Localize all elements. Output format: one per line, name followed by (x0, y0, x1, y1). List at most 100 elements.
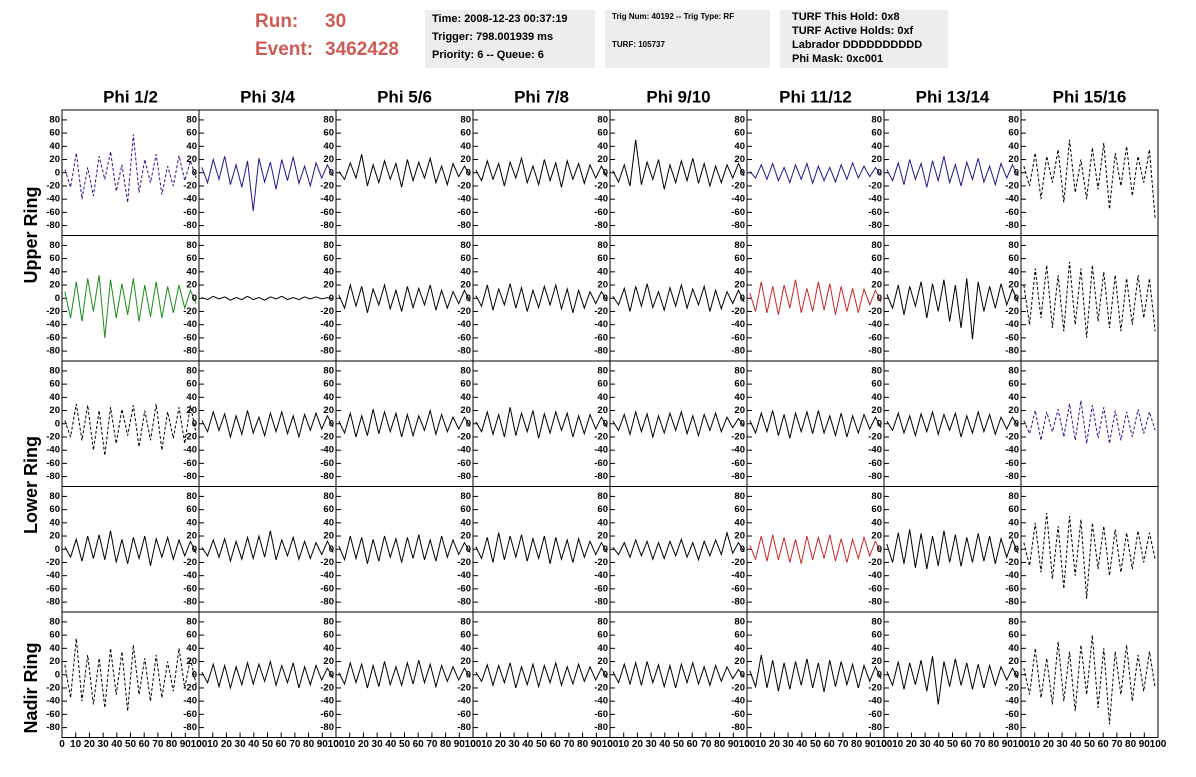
y-tick-label: -40 (731, 194, 745, 205)
info-box (605, 10, 770, 68)
y-tick-label: 40 (1008, 392, 1019, 403)
y-tick-label: -40 (46, 194, 60, 205)
y-tick-label: 40 (186, 643, 197, 654)
y-tick-label: -80 (46, 471, 60, 482)
x-tick-label: 50 (673, 739, 685, 750)
y-tick-label: 0 (877, 418, 882, 429)
y-tick-label: -80 (1005, 220, 1019, 231)
y-tick-label: 0 (192, 167, 197, 178)
y-tick-label: 0 (1014, 167, 1019, 178)
y-tick-label: -80 (868, 471, 882, 482)
y-tick-label: -20 (457, 682, 471, 693)
y-tick-label: 80 (871, 365, 882, 376)
y-tick-label: -40 (594, 194, 608, 205)
y-tick-label: 40 (323, 141, 334, 152)
y-tick-label: 20 (871, 154, 882, 165)
y-tick-label: 80 (734, 491, 745, 502)
y-tick-label: -80 (46, 597, 60, 608)
y-tick-label: 80 (49, 491, 60, 502)
y-tick-label: -40 (868, 445, 882, 456)
y-tick-label: 0 (329, 167, 334, 178)
y-tick-label: 80 (1008, 616, 1019, 627)
y-tick-label: -60 (594, 583, 608, 594)
y-tick-label: -80 (868, 597, 882, 608)
column-label: Phi 13/14 (916, 87, 990, 106)
y-tick-label: 20 (734, 280, 745, 291)
y-tick-label: 0 (466, 167, 471, 178)
y-tick-label: 20 (597, 154, 608, 165)
x-tick-label: 30 (646, 739, 658, 750)
y-tick-label: -40 (183, 445, 197, 456)
x-tick-label: 40 (796, 739, 808, 750)
y-tick-label: -20 (731, 180, 745, 191)
x-tick-label: 30 (920, 739, 932, 750)
waveform (338, 660, 471, 689)
y-tick-label: 80 (323, 114, 334, 125)
y-tick-label: -40 (457, 194, 471, 205)
y-tick-label: 80 (323, 365, 334, 376)
x-tick-label: 100 (739, 739, 756, 750)
y-tick-label: -20 (46, 180, 60, 191)
y-tick-label: 80 (597, 240, 608, 251)
info-line: TURF: 105737 (612, 40, 665, 49)
y-tick-label: 0 (1014, 669, 1019, 680)
y-tick-label: -40 (46, 696, 60, 707)
y-tick-label: 60 (871, 630, 882, 641)
y-tick-label: 0 (192, 544, 197, 555)
y-tick-label: -80 (594, 220, 608, 231)
y-tick-label: 20 (186, 405, 197, 416)
y-tick-label: -60 (46, 207, 60, 218)
y-tick-label: 80 (49, 240, 60, 251)
waveform (201, 295, 334, 301)
x-tick-label: 50 (536, 739, 548, 750)
x-tick-label: 70 (1111, 739, 1123, 750)
y-tick-label: -40 (46, 570, 60, 581)
panel-frame (198, 611, 337, 738)
x-tick-label: 100 (1013, 739, 1030, 750)
y-tick-label: 60 (323, 630, 334, 641)
y-tick-label: 0 (329, 669, 334, 680)
x-tick-label: 0 (744, 739, 750, 750)
x-tick-label: 0 (607, 739, 613, 750)
panel-frame (746, 109, 885, 236)
y-tick-label: 60 (323, 253, 334, 264)
y-tick-label: -40 (183, 319, 197, 330)
x-tick-label: 100 (876, 739, 893, 750)
y-tick-label: 20 (323, 405, 334, 416)
y-tick-label: -60 (1005, 332, 1019, 343)
panel-frame (609, 235, 748, 362)
waveform (475, 407, 608, 439)
waveform (1023, 400, 1156, 444)
y-tick-label: 20 (460, 154, 471, 165)
x-tick-label: 60 (961, 739, 973, 750)
y-tick-label: -20 (320, 306, 334, 317)
x-tick-label: 0 (881, 739, 887, 750)
y-tick-label: 60 (597, 128, 608, 139)
info-box (425, 10, 595, 68)
y-tick-label: -80 (183, 722, 197, 733)
y-tick-label: -80 (46, 346, 60, 357)
y-tick-label: 80 (186, 365, 197, 376)
x-tick-label: 40 (1070, 739, 1082, 750)
y-tick-label: 80 (186, 491, 197, 502)
y-tick-label: -60 (457, 583, 471, 594)
y-tick-label: -60 (183, 458, 197, 469)
x-tick-label: 20 (358, 739, 370, 750)
y-tick-label: -20 (731, 682, 745, 693)
x-tick-label: 80 (714, 739, 726, 750)
y-tick-label: -20 (46, 557, 60, 568)
x-tick-label: 70 (426, 739, 438, 750)
y-tick-label: 20 (1008, 405, 1019, 416)
x-tick-label: 90 (728, 739, 740, 750)
y-tick-label: 0 (192, 669, 197, 680)
y-tick-label: 20 (597, 656, 608, 667)
y-tick-label: -20 (183, 306, 197, 317)
y-tick-label: 40 (734, 643, 745, 654)
y-tick-label: 0 (55, 669, 60, 680)
y-tick-label: -80 (731, 722, 745, 733)
info-line: Trigger: 798.001939 ms (432, 31, 553, 43)
y-tick-label: -20 (457, 557, 471, 568)
y-tick-label: 60 (186, 379, 197, 390)
x-tick-label: 40 (933, 739, 945, 750)
y-tick-label: 40 (460, 141, 471, 152)
